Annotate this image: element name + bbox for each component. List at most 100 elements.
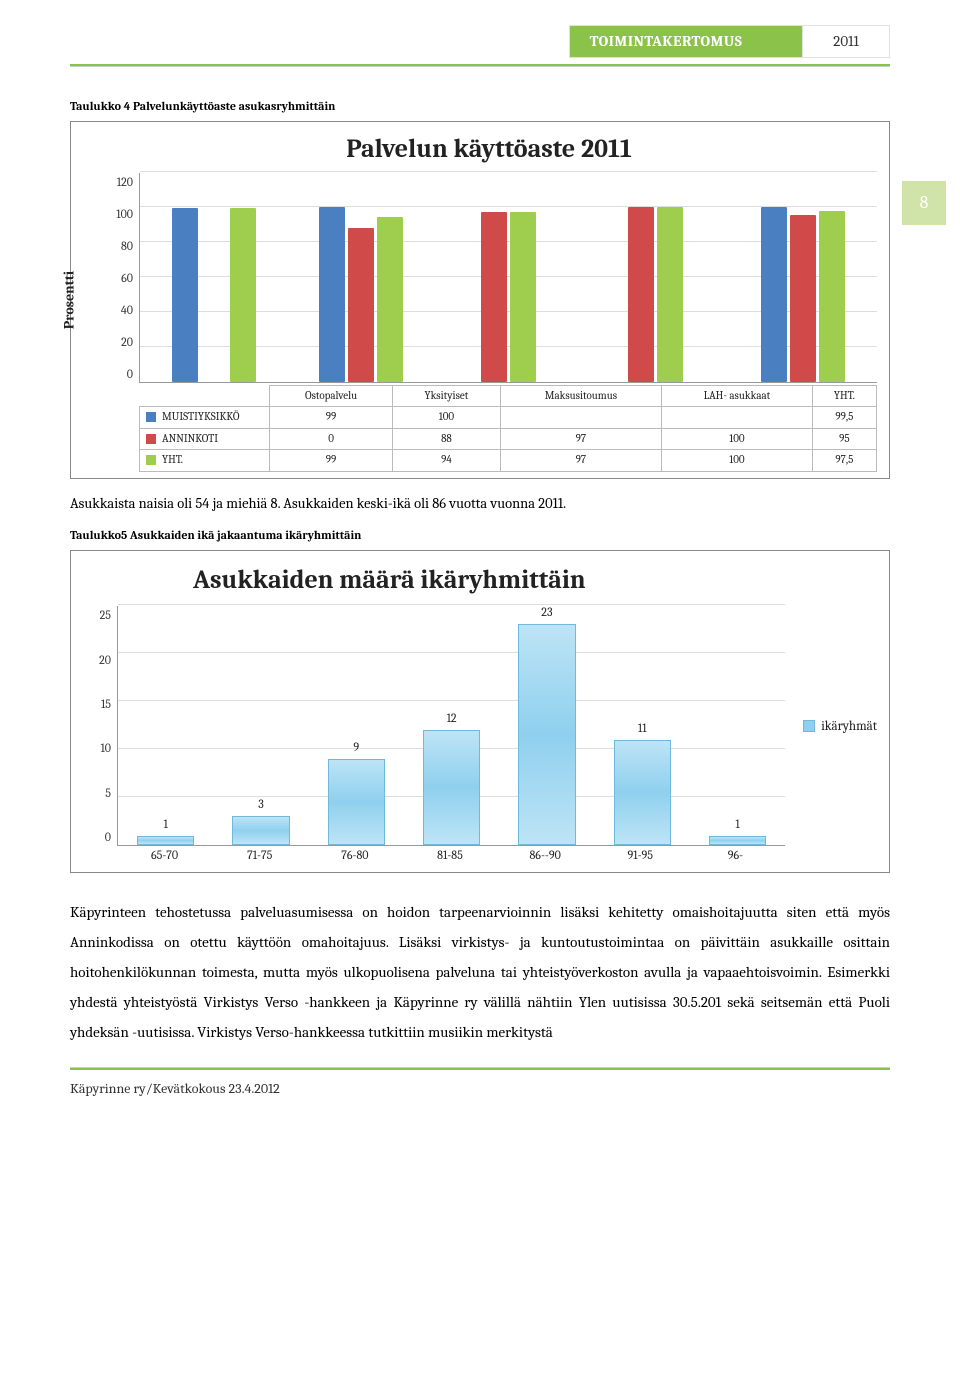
- chart1-bar: [657, 207, 683, 382]
- chart2-xtick: 91-95: [593, 846, 688, 864]
- chart1-cell: 97: [500, 428, 661, 450]
- chart1-series-name: ANNINKOTI: [140, 428, 270, 450]
- chart1-cell: 100: [393, 407, 501, 429]
- chart2-ytick: 5: [105, 784, 111, 802]
- chart1-col-header: Ostopalvelu: [270, 385, 393, 407]
- chart2-gridline: [118, 700, 785, 701]
- chart2-ytick: 25: [100, 606, 111, 624]
- chart2-xtick: 81-85: [402, 846, 497, 864]
- legend-swatch: [146, 434, 156, 444]
- chart1: Prosentti Palvelun käyttöaste 2011 12010…: [70, 121, 890, 479]
- chart2-gridline: [118, 604, 785, 605]
- chart1-cell: 99: [270, 407, 393, 429]
- doc-year: 2011: [803, 25, 890, 58]
- chart2-value-label: 23: [518, 603, 575, 621]
- legend-swatch: [146, 412, 156, 422]
- chart2-value-label: 11: [614, 719, 671, 737]
- chart1-group: [582, 207, 729, 382]
- chart1-cell: [662, 407, 813, 429]
- chart1-bar: [761, 207, 787, 381]
- chart2-value-label: 1: [709, 815, 766, 833]
- chart1-plot: [139, 173, 877, 383]
- chart1-group: [435, 212, 582, 382]
- chart2-legend-swatch: [803, 720, 815, 732]
- chart2-ytick: 15: [101, 695, 111, 713]
- chart1-cell: 88: [393, 428, 501, 450]
- chart2-value-label: 1: [137, 815, 194, 833]
- chart1-data-table: OstopalveluYksityisetMaksusitoumusLAH- a…: [139, 385, 877, 472]
- page-number-badge: 8: [902, 181, 946, 225]
- chart1-ytick: 120: [117, 173, 133, 191]
- chart1-cell: 100: [662, 428, 813, 450]
- chart2-xtick: 71-75: [212, 846, 307, 864]
- chart2-legend-label: ikäryhmät: [821, 719, 877, 734]
- chart1-col-header: YHT.: [812, 385, 876, 407]
- header-band: TOIMINTAKERTOMUS 2011: [0, 25, 960, 58]
- chart1-ytick: 40: [121, 301, 133, 319]
- chart2-gridline: [118, 652, 785, 653]
- chart1-bar: [628, 207, 654, 382]
- chart1-bar: [172, 208, 198, 381]
- chart1-bar: [230, 208, 256, 381]
- chart1-cell: 99,5: [812, 407, 876, 429]
- chart2-ytick: 10: [100, 739, 111, 757]
- chart2-value-label: 3: [232, 795, 289, 813]
- chart1-ytick: 0: [127, 365, 133, 383]
- chart2-y-axis: 25 20 15 10 5 0: [83, 606, 117, 846]
- chart1-bar: [510, 212, 536, 382]
- chart2-ytick: 0: [105, 828, 111, 846]
- chart1-col-header: LAH- asukkaat: [662, 385, 813, 407]
- chart2-title: Asukkaiden määrä ikäryhmittäin: [193, 561, 877, 600]
- chart1-ytick: 80: [121, 237, 133, 255]
- chart2-xtick: 86--90: [498, 846, 593, 864]
- chart1-group: [730, 207, 877, 381]
- chart1-cell: 99: [270, 450, 393, 472]
- chart2-bar: [328, 759, 385, 845]
- chart1-bar: [819, 211, 845, 382]
- chart1-y-axis: 120 100 80 60 40 20 0: [101, 173, 139, 383]
- chart2-bar: [232, 816, 289, 845]
- footer-text: Käpyrinne ry/Kevätkokous 23.4.2012: [70, 1078, 890, 1099]
- body-paragraph: Käpyrinteen tehostetussa palveluasumises…: [70, 897, 890, 1047]
- chart2-value-label: 9: [328, 738, 385, 756]
- chart1-gridline: [140, 206, 877, 207]
- chart1-cell: 0: [270, 428, 393, 450]
- chart1-group: [140, 208, 287, 381]
- chart2-xtick: 65-70: [117, 846, 212, 864]
- chart1-cell: [500, 407, 661, 429]
- chart1-bar: [377, 217, 403, 382]
- chart2-xtick: 96-: [688, 846, 783, 864]
- chart1-cell: 97: [500, 450, 661, 472]
- chart1-bar: [319, 207, 345, 382]
- header-rule: [70, 64, 890, 67]
- chart1-cell: 95: [812, 428, 876, 450]
- chart2-ytick: 20: [99, 651, 111, 669]
- chart1-col-header: Yksityiset: [393, 385, 501, 407]
- chart1-cell: 97,5: [812, 450, 876, 472]
- chart1-ytick: 20: [121, 333, 133, 351]
- chart1-bar: [348, 228, 374, 382]
- chart2-bar: [423, 730, 480, 845]
- chart1-series-name: MUISTIYKSIKKÖ: [140, 407, 270, 429]
- chart2-bar: [137, 836, 194, 846]
- paragraph-1: Asukkaista naisia oli 54 ja miehiä 8. As…: [70, 493, 890, 515]
- chart2-bar: [518, 624, 575, 845]
- chart2: Asukkaiden määrä ikäryhmittäin 252015105…: [70, 550, 890, 873]
- chart2-bar: [709, 836, 766, 846]
- chart1-ytick: 60: [121, 269, 133, 287]
- chart1-ytick: 100: [116, 205, 133, 223]
- chart1-col-header: Maksusitoumus: [500, 385, 661, 407]
- chart2-plot: 1391223111: [117, 606, 785, 846]
- chart1-caption: Taulukko 4 Palvelunkäyttöaste asukasryhm…: [70, 97, 890, 115]
- chart1-ylabel: Prosentti: [59, 270, 80, 328]
- chart1-title: Palvelun käyttöaste 2011: [101, 130, 877, 169]
- chart1-group: [287, 207, 434, 382]
- chart1-cell: 100: [662, 450, 813, 472]
- chart2-legend: ikäryhmät: [785, 606, 877, 846]
- legend-swatch: [146, 455, 156, 465]
- chart2-value-label: 12: [423, 709, 480, 727]
- chart1-series-name: YHT.: [140, 450, 270, 472]
- chart2-x-axis: 65-7071-7576-8081-8586--9091-9596-: [117, 846, 877, 864]
- chart1-bar: [790, 215, 816, 381]
- footer-rule: [70, 1067, 890, 1070]
